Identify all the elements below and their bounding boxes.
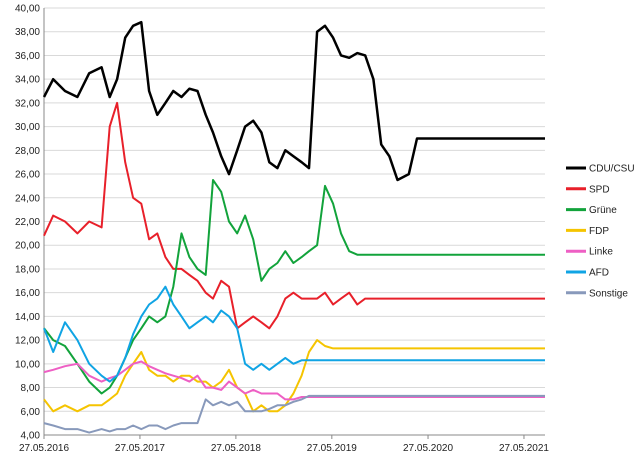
series-line-spd: [43, 101, 545, 330]
y-tick-label: 12,00: [15, 336, 40, 347]
legend-label-fdp: FDP: [589, 226, 609, 237]
series-line-gr-ne: [43, 179, 545, 395]
legend-label-sonstige: Sonstige: [589, 288, 628, 299]
y-tick-label: 38,00: [15, 27, 40, 38]
y-tick-label: 4,00: [21, 431, 41, 442]
y-tick-label: 14,00: [15, 312, 40, 323]
legend-label-afd: AFD: [589, 268, 609, 279]
y-tick-label: 6,00: [21, 407, 41, 418]
y-tick-label: 32,00: [15, 98, 40, 109]
legend: CDU/CSU SPD Grüne FDP Linke AFD Sonstige: [566, 164, 635, 299]
series-line-cdu-csu: [42, 20, 545, 182]
legend-label-spd: SPD: [589, 184, 610, 195]
y-tick-label: 22,00: [15, 217, 40, 228]
y-tick-label: 8,00: [21, 383, 41, 394]
y-tick-label: 10,00: [15, 359, 40, 370]
y-axis-ticks: 4,00 6,00 8,00 10,00 12,00 14,00 16,00 18,00 20,…: [15, 4, 40, 442]
y-tick-label: 40,00: [15, 4, 40, 15]
y-tick-label: 26,00: [15, 170, 40, 181]
legend-label-gr-ne: Grüne: [589, 205, 617, 216]
series-lines: [42, 20, 545, 434]
y-tick-label: 18,00: [15, 264, 40, 275]
y-tick-label: 16,00: [15, 288, 40, 299]
series-line-afd: [43, 285, 545, 383]
x-tick-label: 27.05.2021: [499, 443, 549, 454]
y-tick-label: 28,00: [15, 146, 40, 157]
y-tick-label: 20,00: [15, 241, 40, 252]
y-tick-label: 24,00: [15, 193, 40, 204]
y-tick-label: 34,00: [15, 75, 40, 86]
x-tick-label: 27.05.2016: [19, 443, 69, 454]
series-line-linke: [43, 360, 545, 401]
series-line-sonstige: [43, 394, 545, 434]
x-tick-label: 27.05.2019: [307, 443, 357, 454]
y-tick-label: 36,00: [15, 51, 40, 62]
x-tick-label: 27.05.2018: [211, 443, 261, 454]
x-axis-ticks: 27.05.2016 27.05.2017 27.05.2018 27.05.2019…: [19, 435, 549, 454]
x-tick-label: 27.05.2020: [403, 443, 453, 454]
x-tick-label: 27.05.2017: [115, 443, 165, 454]
series-line-fdp: [43, 339, 545, 413]
y-tick-label: 30,00: [15, 122, 40, 133]
legend-label-cdu-csu: CDU/CSU: [589, 164, 635, 175]
legend-label-linke: Linke: [589, 247, 613, 258]
